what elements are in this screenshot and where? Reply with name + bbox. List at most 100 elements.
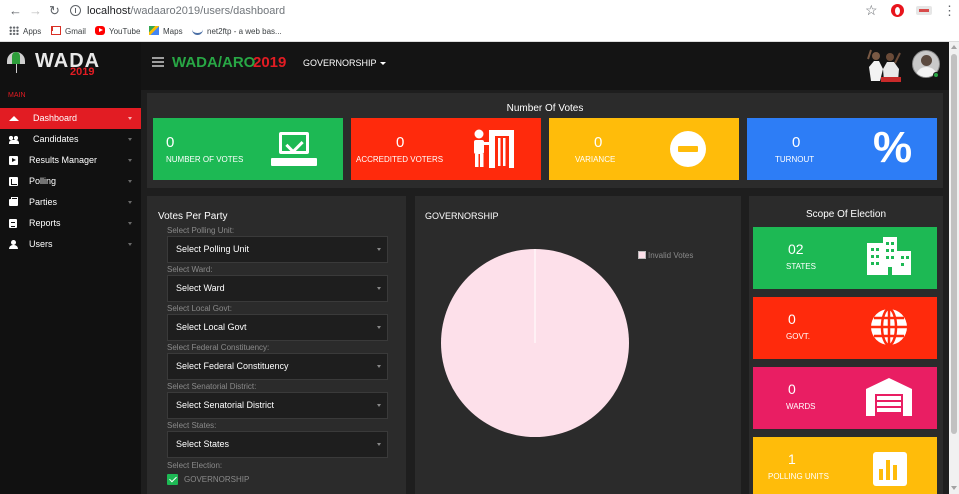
main-content: Number Of Votes 0 NUMBER OF VOTES 0 ACCR…: [141, 90, 949, 494]
stat-card-turnout[interactable]: 0 TURNOUT %: [747, 118, 937, 180]
scope-label: GOVT.: [786, 332, 811, 341]
maps-icon: [149, 26, 159, 35]
caret-down-icon: [377, 365, 381, 368]
dashboard-icon: [9, 116, 19, 121]
stat-card-accredited-voters[interactable]: 0 ACCREDITED VOTERS: [351, 118, 541, 180]
select-value: Select Local Govt: [176, 322, 247, 332]
bookmark-apps[interactable]: Apps: [9, 25, 41, 39]
sidebar-item-label: Results Manager: [29, 155, 98, 165]
page-scrollbar[interactable]: [949, 42, 959, 494]
brand-year: 2019: [253, 54, 287, 71]
bookmark-star-icon[interactable]: ☆: [865, 2, 878, 18]
sidebar-item-reports[interactable]: Reports: [0, 213, 141, 234]
bar-chart-icon: [873, 452, 907, 486]
chevron-down-icon: [128, 138, 132, 141]
forward-arrow-icon[interactable]: →: [29, 3, 42, 18]
stat-card-number-of-votes[interactable]: 0 NUMBER OF VOTES: [153, 118, 343, 180]
stat-label: ACCREDITED VOTERS: [356, 155, 444, 164]
polling-unit-select[interactable]: Select Polling Unit: [167, 236, 388, 263]
percent-icon: %: [873, 123, 913, 172]
sidebar-item-label: Parties: [29, 197, 58, 207]
election-dropdown[interactable]: GOVERNORSHIP: [303, 58, 386, 68]
browser-chrome: ← → ↻ localhost/wadaaro2019/users/dashbo…: [0, 0, 959, 42]
scope-value: 1: [788, 451, 796, 467]
url-host: localhost: [87, 5, 131, 17]
address-bar[interactable]: localhost/wadaaro2019/users/dashboard: [70, 3, 940, 20]
chevron-down-icon: [128, 201, 132, 204]
extension-badge-icon[interactable]: [916, 6, 932, 15]
brand-title: WADA/ARO: [172, 54, 256, 71]
scope-panel-title: Scope Of Election: [805, 209, 887, 220]
caret-down-icon: [377, 326, 381, 329]
local-govt-select[interactable]: Select Local Govt: [167, 314, 388, 341]
stat-card-variance[interactable]: 0 VARIANCE: [549, 118, 739, 180]
ballot-check-icon: [271, 131, 319, 167]
caret-down-icon: [377, 248, 381, 251]
scroll-down-arrow-icon[interactable]: [951, 486, 957, 490]
stat-value: 0: [594, 134, 603, 151]
sidebar: MAIN Dashboard Candidates Results Manage…: [0, 90, 141, 494]
sidebar-item-parties[interactable]: Parties: [0, 192, 141, 213]
ward-select[interactable]: Select Ward: [167, 275, 388, 302]
user-avatar[interactable]: [912, 50, 940, 78]
chevron-down-icon: [128, 222, 132, 225]
stat-value: 0: [396, 134, 405, 151]
sidebar-item-polling[interactable]: Polling: [0, 171, 141, 192]
governorship-chart-panel: GOVERNORSHIP Invalid Votes: [415, 196, 741, 494]
logo-word: WADA: [35, 50, 101, 72]
scroll-thumb[interactable]: [951, 54, 957, 434]
chevron-down-icon: [128, 243, 132, 246]
hamburger-menu-icon[interactable]: [152, 57, 164, 67]
info-icon[interactable]: [70, 5, 81, 16]
bookmark-net2ftp[interactable]: net2ftp - a web bas...: [192, 25, 282, 39]
sidebar-item-dashboard[interactable]: Dashboard: [0, 108, 141, 129]
net2ftp-icon: [192, 26, 203, 35]
senatorial-district-select[interactable]: Select Senatorial District: [167, 392, 388, 419]
chevron-down-icon: [128, 159, 132, 162]
opera-extension-icon[interactable]: [891, 4, 904, 17]
sidebar-item-results-manager[interactable]: Results Manager: [0, 150, 141, 171]
select-value: Select Polling Unit: [176, 244, 250, 254]
logo[interactable]: WADA 2019: [0, 42, 141, 90]
users-icon: [9, 240, 18, 249]
bookmark-gmail[interactable]: Gmail: [51, 25, 86, 39]
buildings-icon: [867, 237, 911, 275]
chart-legend[interactable]: Invalid Votes: [638, 251, 693, 260]
states-select[interactable]: Select States: [167, 431, 388, 458]
scroll-up-arrow-icon[interactable]: [951, 45, 957, 49]
stat-label: VARIANCE: [575, 155, 616, 164]
select-value: Select States: [176, 439, 230, 449]
scope-card-govt[interactable]: 0 GOVT.: [753, 297, 937, 359]
browser-nav-row: ← → ↻ localhost/wadaaro2019/users/dashbo…: [0, 0, 959, 22]
scope-value: 0: [788, 311, 796, 327]
legend-swatch: [638, 251, 646, 259]
select-value: Select Ward: [176, 283, 225, 293]
chevron-down-icon: [128, 117, 132, 120]
scope-label: STATES: [786, 262, 816, 271]
globe-icon: [871, 307, 907, 347]
caret-down-icon: [377, 287, 381, 290]
youtube-icon: [95, 26, 105, 35]
governorship-checkbox[interactable]: [167, 474, 178, 485]
sidebar-item-users[interactable]: Users: [0, 234, 141, 255]
scope-of-election-panel: Scope Of Election 02 STATES: [749, 196, 943, 494]
sidebar-item-label: Dashboard: [33, 113, 78, 123]
scope-card-polling-units[interactable]: 1 POLLING UNITS: [753, 437, 937, 494]
federal-constituency-select[interactable]: Select Federal Constituency: [167, 353, 388, 380]
warehouse-icon: [866, 378, 912, 416]
sidebar-header: MAIN: [8, 92, 26, 99]
bookmark-maps[interactable]: Maps: [149, 25, 183, 39]
senatorial-district-label: Select Senatorial District:: [167, 382, 257, 391]
sidebar-item-label: Polling: [29, 176, 57, 186]
back-arrow-icon[interactable]: ←: [9, 3, 22, 18]
polling-icon: [9, 177, 18, 186]
sidebar-item-candidates[interactable]: Candidates: [0, 129, 141, 150]
apps-grid-icon: [9, 26, 19, 35]
bookmark-youtube[interactable]: YouTube: [95, 25, 140, 39]
reload-icon[interactable]: ↻: [49, 3, 60, 18]
browser-menu-icon[interactable]: ⋮: [943, 3, 956, 18]
logo-year: 2019: [70, 66, 95, 78]
sidebar-item-label: Reports: [29, 218, 61, 228]
scope-card-states[interactable]: 02 STATES: [753, 227, 937, 289]
scope-card-wards[interactable]: 0 WARDS: [753, 367, 937, 429]
